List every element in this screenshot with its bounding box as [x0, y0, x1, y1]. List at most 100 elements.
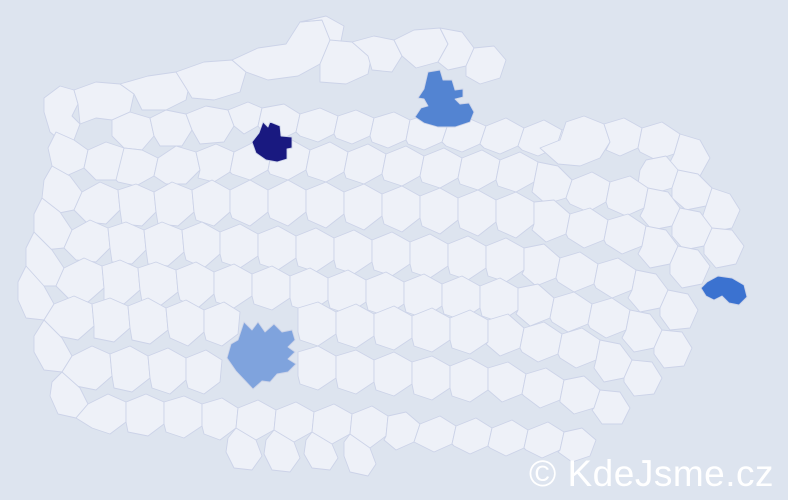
district-region[interactable] [621, 309, 663, 353]
district-region[interactable] [153, 181, 195, 227]
district-region[interactable] [185, 349, 223, 395]
district-region[interactable] [671, 207, 713, 251]
district-region[interactable] [521, 243, 561, 287]
district-region[interactable] [531, 199, 571, 243]
district-region[interactable] [465, 45, 507, 85]
district-region[interactable] [343, 183, 383, 231]
district-region[interactable] [565, 171, 611, 213]
district-region[interactable] [653, 329, 693, 369]
district-region[interactable] [125, 393, 165, 437]
district-region[interactable] [373, 305, 413, 351]
district-region[interactable] [605, 175, 649, 217]
district-region[interactable] [457, 189, 497, 237]
district-region[interactable] [33, 197, 73, 251]
district-region[interactable] [165, 299, 205, 347]
district-region[interactable] [557, 327, 601, 369]
district-region[interactable] [201, 397, 239, 441]
district-region[interactable] [419, 187, 459, 235]
district-region[interactable] [565, 207, 609, 249]
district-region[interactable] [149, 109, 193, 147]
district-region[interactable] [593, 257, 637, 299]
district-region[interactable] [305, 141, 349, 183]
district-region[interactable] [195, 143, 235, 183]
district-region[interactable] [487, 419, 529, 457]
district-region[interactable] [703, 227, 745, 269]
district-region[interactable] [523, 421, 565, 459]
district-region[interactable] [333, 109, 375, 145]
district-region[interactable] [479, 117, 525, 155]
district-region[interactable] [381, 185, 421, 233]
district-region[interactable] [41, 165, 83, 215]
district-region[interactable] [91, 297, 131, 343]
district-region[interactable] [343, 433, 377, 477]
district-region[interactable] [521, 367, 565, 409]
district-region[interactable] [185, 105, 235, 145]
district-region[interactable] [447, 235, 487, 281]
district-region[interactable] [555, 251, 599, 293]
district-region[interactable] [333, 229, 373, 275]
district-region[interactable] [485, 313, 525, 357]
district-region[interactable] [457, 149, 501, 191]
highlighted-district-okres-blue-northeast[interactable]: Trutnov — střední [414, 69, 475, 128]
district-region[interactable] [55, 257, 105, 303]
district-region[interactable] [637, 225, 679, 269]
district-region[interactable] [495, 151, 539, 193]
district-region[interactable] [449, 309, 489, 355]
district-region[interactable] [381, 145, 425, 187]
district-region[interactable] [147, 347, 187, 395]
district-region[interactable] [369, 111, 411, 149]
district-region[interactable] [117, 183, 157, 227]
district-region[interactable] [143, 221, 185, 267]
district-region[interactable] [119, 71, 191, 111]
district-region[interactable] [591, 389, 631, 425]
district-region[interactable] [153, 145, 201, 185]
district-region[interactable] [413, 415, 457, 453]
district-region[interactable] [33, 319, 73, 373]
district-region[interactable] [127, 297, 169, 345]
district-region[interactable] [181, 221, 221, 269]
district-region[interactable] [25, 231, 65, 287]
district-region[interactable] [519, 321, 563, 363]
district-region[interactable] [495, 191, 535, 239]
district-region[interactable] [603, 117, 643, 157]
district-region[interactable] [101, 259, 141, 305]
district-region[interactable] [175, 261, 215, 309]
district-region[interactable] [251, 265, 291, 311]
district-region[interactable] [549, 291, 593, 333]
district-region[interactable] [303, 431, 339, 471]
district-region[interactable] [213, 263, 253, 309]
district-region[interactable] [671, 169, 713, 211]
district-region[interactable] [451, 417, 493, 455]
district-region[interactable] [17, 265, 55, 321]
district-region[interactable] [515, 283, 555, 327]
district-region[interactable] [137, 261, 179, 307]
district-region[interactable] [627, 269, 669, 313]
district-region[interactable] [559, 375, 601, 415]
district-region[interactable] [485, 237, 525, 283]
district-region[interactable] [335, 303, 375, 349]
district-region[interactable] [163, 395, 203, 439]
highlighted-district-okres-navy-central[interactable]: Mladá Boleslav — nejvyšší [251, 121, 293, 163]
district-region[interactable] [587, 297, 631, 339]
district-region[interactable] [335, 349, 375, 395]
district-region[interactable] [351, 35, 403, 73]
district-region[interactable] [383, 411, 421, 451]
district-region[interactable] [419, 147, 463, 189]
district-region[interactable] [73, 181, 121, 225]
district-region[interactable] [109, 345, 151, 393]
district-region[interactable] [437, 27, 475, 71]
district-region[interactable] [603, 213, 647, 255]
district-region[interactable] [531, 161, 573, 205]
district-region[interactable] [669, 245, 711, 289]
district-region[interactable] [225, 427, 263, 471]
highlighted-districts-layer[interactable]: Mladá Boleslav — nejvyšší Trutnov — střed… [226, 69, 748, 390]
district-region[interactable] [203, 301, 241, 347]
district-region[interactable] [593, 339, 633, 383]
district-region[interactable] [115, 147, 159, 187]
district-region[interactable] [229, 179, 269, 227]
district-region[interactable] [659, 289, 699, 331]
highlighted-district-okres-blue-south[interactable]: Písek — nízká [226, 321, 297, 390]
district-region[interactable] [297, 345, 337, 391]
district-region[interactable] [47, 131, 89, 177]
district-region[interactable] [297, 301, 337, 347]
